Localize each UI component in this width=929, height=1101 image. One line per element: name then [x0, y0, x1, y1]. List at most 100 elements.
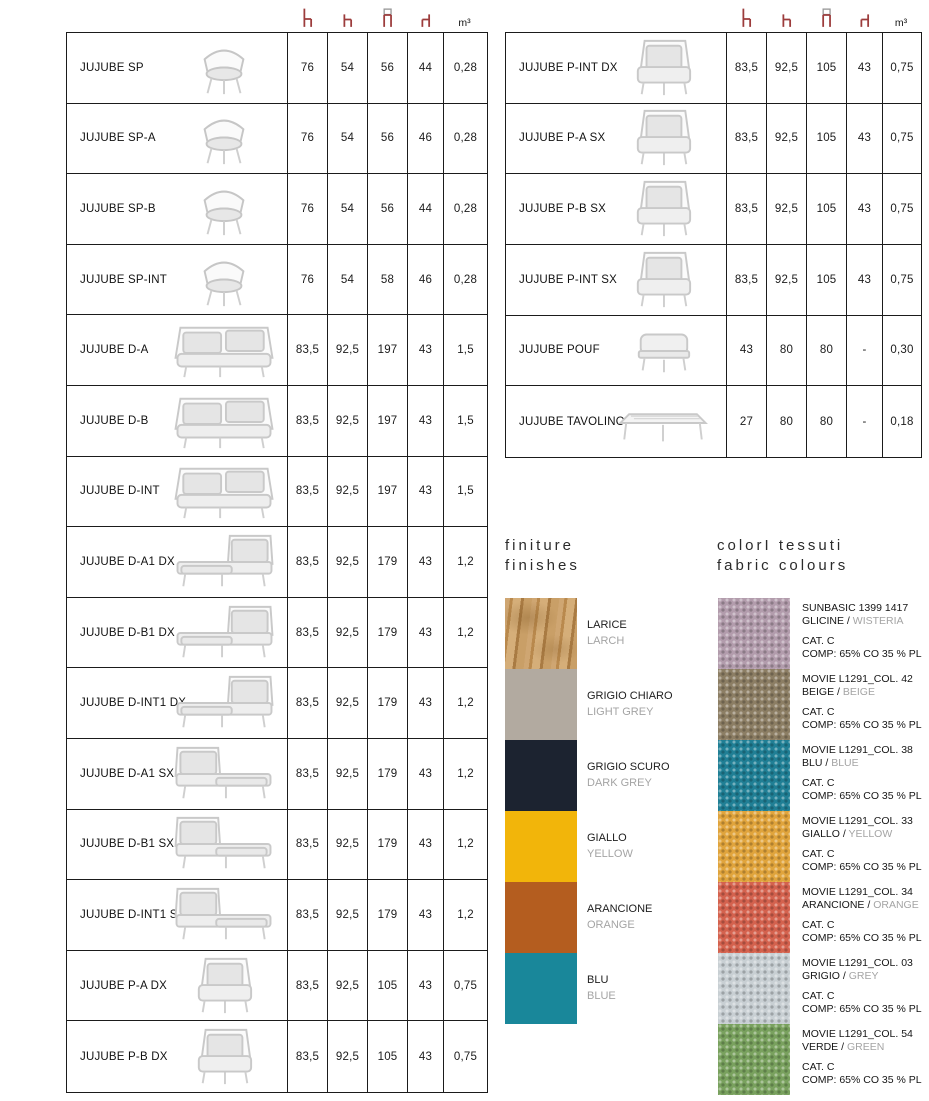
dim-value: 54: [328, 174, 368, 244]
dim-value: 80: [767, 315, 807, 386]
product-image-chaise-sx: [162, 813, 286, 875]
fabric-colour-en: GREY: [848, 970, 879, 982]
dim-value: 0,28: [453, 61, 478, 74]
product-image-sofa: [162, 390, 286, 452]
fabric-swatch-green: [718, 1024, 790, 1095]
finish-item: GRIGIO SCURO DARK GREY: [505, 740, 705, 811]
product-name: JUJUBE D-B1 SX: [80, 838, 175, 851]
product-image-chaise-sx: [162, 884, 286, 946]
dim-value: 44: [408, 33, 444, 103]
dim-value: 56: [368, 33, 408, 103]
dim-value: 44: [408, 174, 444, 244]
product-name: JUJUBE SP-INT: [80, 273, 167, 286]
depth-icon: [340, 6, 355, 31]
fabric-colour-names: BEIGE / BEIGE: [802, 686, 929, 699]
dim-value: 80: [807, 386, 847, 457]
dim-value: 179: [368, 527, 408, 597]
fabric-colour-names: VERDE / GREEN: [802, 1041, 929, 1054]
dim-value: 83,5: [288, 809, 328, 880]
fabric-code: MOVIE L1291_COL. 54: [802, 1028, 913, 1040]
fabric-code: SUNBASIC 1399 1417: [802, 602, 909, 614]
dim-value: 92,5: [767, 33, 807, 103]
dim-value: 92,5: [328, 527, 368, 597]
finish-name-it: GIALLO: [587, 832, 627, 844]
product-name: JUJUBE SP-A: [80, 132, 156, 145]
fabric-swatch-beige: [718, 669, 790, 740]
dim-value: 92,5: [328, 809, 368, 880]
dim-value: 58: [368, 244, 408, 315]
product-row: JUJUBE D-A 83,5 92,5 197 43 1,5: [67, 315, 487, 386]
finish-name-en: ORANGE: [587, 919, 635, 931]
fabric-colour-names: GRIGIO / GREY: [802, 970, 929, 983]
product-name: JUJUBE D-INT: [80, 485, 160, 498]
fabric-swatch-wisteria: [718, 598, 790, 669]
dim-value: 43: [408, 950, 444, 1021]
product-image-sofa: [162, 319, 286, 381]
dim-value: 83,5: [288, 385, 328, 456]
dim-value: 83,5: [288, 738, 328, 809]
product-name: JUJUBE P-B SX: [519, 203, 606, 216]
dim-value: 105: [368, 1021, 408, 1092]
dimension-icons-header-left: m³: [287, 3, 486, 31]
finish-name-it: ARANCIONE: [587, 903, 653, 915]
dimensions-table-right: JUJUBE P-INT DX 83,5 92,5 105 43 0,75 JUJUBE P…: [505, 32, 922, 458]
dim-value: 43: [847, 103, 883, 174]
fabric-colours-title-en: fabric colours: [717, 557, 849, 574]
dim-value: 43: [408, 385, 444, 456]
dim-value: 92,5: [767, 174, 807, 244]
finish-item: LARICE LARCH: [505, 598, 705, 669]
product-image-chair: [162, 178, 286, 240]
product-name: JUJUBE POUF: [519, 344, 600, 357]
dim-value: 43: [847, 244, 883, 315]
dim-value: 0,75: [890, 61, 914, 74]
fabric-colours-section-title: colorI tessuti fabric colours: [717, 536, 848, 576]
dim-value: 0,75: [890, 203, 914, 216]
dim-value: 0,75: [890, 273, 914, 286]
fabric-code: MOVIE L1291_COL. 38: [802, 744, 913, 756]
fabric-colours-title-it: colorI tessuti: [717, 537, 844, 554]
fabric-colour-separator: /: [822, 757, 832, 769]
dim-value: 92,5: [767, 103, 807, 174]
dim-value: 43: [727, 315, 767, 386]
dim-value: 105: [368, 950, 408, 1021]
fabric-category: CAT. C: [802, 919, 835, 931]
finish-swatch-dark-grey: [505, 740, 577, 811]
dim-value: 83,5: [288, 456, 328, 527]
product-row: JUJUBE P-INT DX 83,5 92,5 105 43 0,75: [506, 33, 921, 104]
dim-value: 43: [408, 315, 444, 385]
fabric-composition: COMP: 65% CO 35 % PL: [802, 1003, 922, 1015]
dim-value: 43: [408, 456, 444, 527]
dim-value: 92,5: [328, 738, 368, 809]
volume-unit-label: m³: [458, 17, 471, 29]
fabric-category: CAT. C: [802, 706, 835, 718]
dim-value: 92,5: [767, 244, 807, 315]
product-name: JUJUBE P-B DX: [80, 1050, 168, 1063]
product-row: JUJUBE D-A1 SX 83,5 92,5 179 43 1,2: [67, 738, 487, 810]
product-name: JUJUBE D-A1 DX: [80, 555, 175, 568]
fabric-item: MOVIE L1291_COL. 34 ARANCIONE / ORANGE CAT…: [718, 882, 929, 953]
product-name: JUJUBE D-B1 DX: [80, 626, 175, 639]
dim-value: 1,2: [457, 697, 474, 710]
product-row: JUJUBE SP-A 76 54 56 46 0,28: [67, 103, 487, 175]
fabric-composition: COMP: 65% CO 35 % PL: [802, 648, 922, 660]
fabric-colours-list: SUNBASIC 1399 1417 GLICINE / WISTERIA CAT.…: [718, 598, 929, 1095]
width-icon: [380, 6, 395, 31]
fabric-swatch-grey: [718, 953, 790, 1024]
finish-item: BLU BLUE: [505, 953, 705, 1024]
dim-value: 76: [288, 103, 328, 174]
fabric-composition: COMP: 65% CO 35 % PL: [802, 861, 922, 873]
dim-value: 80: [807, 315, 847, 386]
fabric-colour-names: GIALLO / YELLOW: [802, 828, 929, 841]
fabric-colour-en: GREEN: [846, 1041, 885, 1053]
dim-value: 1,2: [457, 838, 474, 851]
finishes-list: LARICE LARCH GRIGIO CHIARO LIGHT GREY GRIGIO…: [505, 598, 705, 1024]
dim-value: 83,5: [727, 33, 767, 103]
dim-value: 43: [847, 33, 883, 103]
dim-value: 197: [368, 315, 408, 385]
fabric-composition: COMP: 65% CO 35 % PL: [802, 790, 922, 802]
volume-unit-label: m³: [894, 17, 908, 29]
dim-value: 1,5: [457, 414, 474, 427]
dim-value: 83,5: [288, 1021, 328, 1092]
fabric-colour-en: ORANGE: [873, 899, 919, 911]
dim-value: 83,5: [288, 668, 328, 738]
